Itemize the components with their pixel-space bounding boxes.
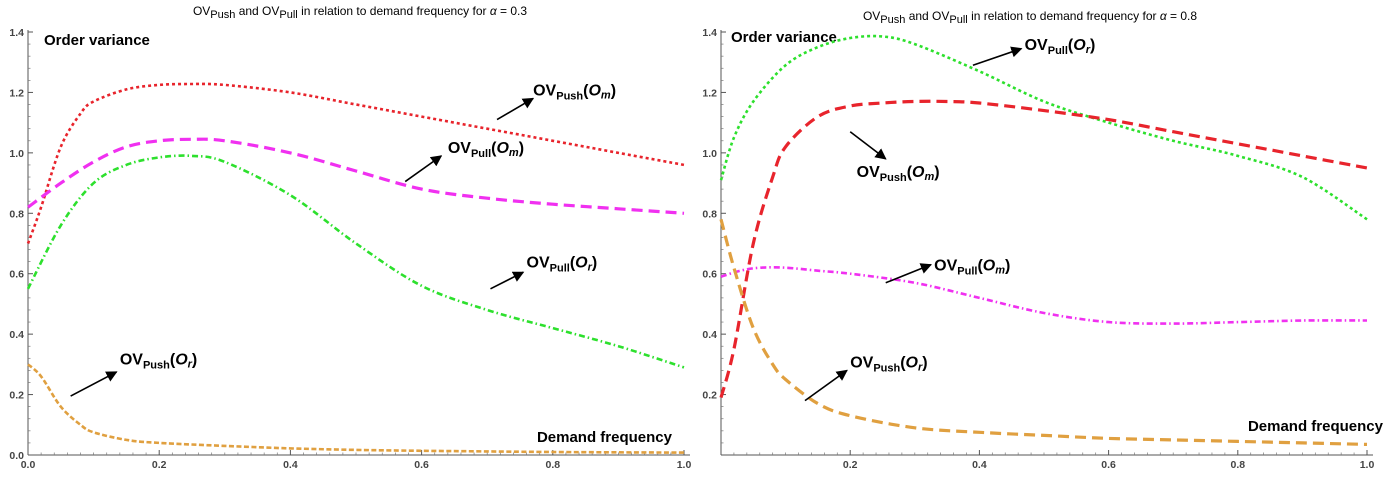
y-tick-label: 1.0 xyxy=(9,148,24,160)
series-annotation-label: OVPush(Or) xyxy=(850,354,927,374)
series-line xyxy=(27,137,685,215)
chart-title: OVPush and OVPull in relation to demand … xyxy=(193,4,527,21)
y-tick-label: 1.4 xyxy=(9,27,24,39)
series-line xyxy=(719,218,1368,446)
chart-right: OVPush and OVPull in relation to demand … xyxy=(697,0,1394,478)
annotation-arrow xyxy=(804,369,848,402)
annotation-arrow xyxy=(404,155,443,183)
y-axis-label: Order variance xyxy=(731,29,837,46)
x-axis-label: Demand frequency xyxy=(537,429,673,446)
x-tick-label: 0.6 xyxy=(1101,459,1116,471)
y-tick-label: 1.2 xyxy=(9,87,24,99)
y-tick-label: 0.2 xyxy=(702,390,717,402)
series-annotation-label: OVPush(Om) xyxy=(533,82,616,102)
chart-title: OVPush and OVPull in relation to demand … xyxy=(863,9,1197,26)
y-tick-label: 1.0 xyxy=(702,148,717,160)
x-tick-label: 1.0 xyxy=(1360,459,1375,471)
series-line xyxy=(26,154,685,369)
y-tick-label: 1.2 xyxy=(702,87,717,99)
chart-left-svg: OVPush and OVPull in relation to demand … xyxy=(9,4,692,471)
chart-right-svg: OVPush and OVPull in relation to demand … xyxy=(702,9,1384,471)
series-line xyxy=(26,82,685,244)
x-tick-label: 0.0 xyxy=(21,459,36,471)
x-tick-label: 0.2 xyxy=(843,459,858,471)
annotation-arrow xyxy=(849,131,887,160)
x-axis-label: Demand frequency xyxy=(1248,418,1384,435)
chart-left: OVPush and OVPull in relation to demand … xyxy=(9,4,692,471)
x-tick-label: 0.4 xyxy=(972,459,987,471)
y-axis-label: Order variance xyxy=(44,32,150,49)
x-tick-label: 0.2 xyxy=(152,459,167,471)
x-tick-label: 0.8 xyxy=(545,459,560,471)
series-annotation-label: OVPush(Om) xyxy=(857,164,940,184)
annotation-arrow xyxy=(490,271,525,290)
x-tick-label: 0.8 xyxy=(1230,459,1245,471)
y-tick-label: 1.4 xyxy=(702,27,717,39)
series-annotation-label: OVPull(Or) xyxy=(1025,37,1096,57)
series-annotation-label: OVPush(Or) xyxy=(120,351,197,371)
x-tick-label: 0.4 xyxy=(283,459,298,471)
series-line xyxy=(27,363,685,454)
y-tick-label: 0.6 xyxy=(9,269,24,281)
annotation-arrow xyxy=(496,97,535,121)
series-annotation-label: OVPull(Om) xyxy=(448,140,524,160)
annotation-arrow xyxy=(972,46,1023,66)
y-tick-label: 0.4 xyxy=(702,329,717,341)
x-tick-label: 0.6 xyxy=(414,459,429,471)
annotation-arrow xyxy=(885,263,932,284)
series-annotation-label: OVPull(Or) xyxy=(527,255,598,275)
y-tick-label: 0.0 xyxy=(9,450,24,462)
series-line xyxy=(719,34,1368,221)
y-tick-label: 0.8 xyxy=(702,208,717,220)
series-annotation-label: OVPull(Om) xyxy=(934,258,1010,278)
annotation-arrow xyxy=(70,371,118,397)
x-tick-label: 1.0 xyxy=(677,459,692,471)
y-tick-label: 0.4 xyxy=(9,329,24,341)
series-line xyxy=(719,99,1368,399)
y-tick-label: 0.2 xyxy=(9,390,24,402)
y-tick-label: 0.8 xyxy=(9,208,24,220)
y-tick-label: 0.6 xyxy=(702,269,717,281)
series-line xyxy=(720,266,1368,325)
